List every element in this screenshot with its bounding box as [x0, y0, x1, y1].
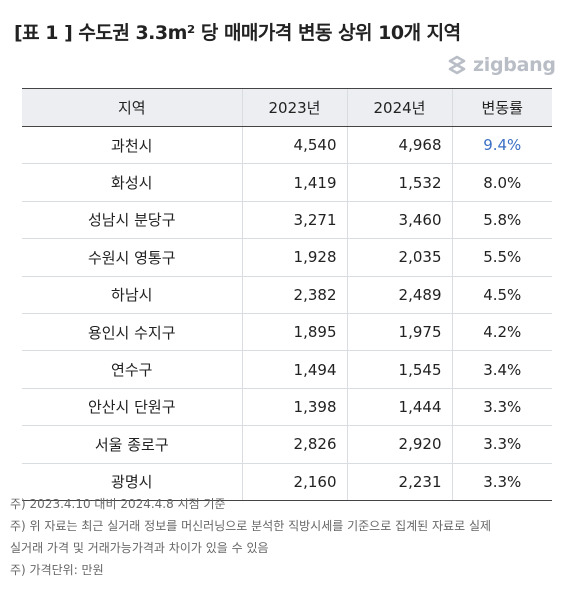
zigbang-logo: zigbang — [446, 54, 556, 76]
region-cell: 하남시 — [22, 276, 242, 314]
price-2024-cell: 2,920 — [346, 425, 452, 464]
price-2023-cell: 1,928 — [241, 238, 347, 277]
table-row: 하남시 2,382 2,489 4.5% — [22, 276, 552, 314]
table-row: 연수구 1,494 1,545 3.4% — [22, 350, 552, 389]
region-cell: 용인시 수지구 — [22, 313, 242, 352]
table-body: 과천시 4,540 4,968 9.4% 화성시 1,419 1,532 8.0% 성남시 분당… — [22, 126, 552, 501]
price-2024-cell: 1,444 — [346, 388, 452, 427]
region-cell: 안산시 단원구 — [22, 388, 242, 427]
price-2024-cell: 2,489 — [346, 276, 452, 314]
table-row: 용인시 수지구 1,895 1,975 4.2% — [22, 313, 552, 352]
region-cell: 과천시 — [22, 126, 242, 165]
price-2023-cell: 1,895 — [241, 313, 347, 352]
rate-cell: 5.5% — [451, 238, 552, 277]
price-2023-cell: 1,419 — [241, 163, 347, 202]
price-2024-cell: 2,231 — [346, 463, 452, 501]
rate-cell: 3.3% — [451, 388, 552, 427]
price-2023-cell: 1,494 — [241, 350, 347, 389]
rate-cell: 5.8% — [451, 201, 552, 240]
header-2024: 2024년 — [346, 88, 452, 127]
price-2023-cell: 4,540 — [241, 126, 347, 165]
price-2023-cell: 3,271 — [241, 201, 347, 240]
page-title: [표 1 ] 수도권 3.3m² 당 매매가격 변동 상위 10개 지역 — [14, 22, 461, 44]
price-2023-cell: 2,826 — [241, 425, 347, 464]
price-2024-cell: 3,460 — [346, 201, 452, 240]
region-cell: 화성시 — [22, 163, 242, 202]
table-row: 수원시 영통구 1,928 2,035 5.5% — [22, 238, 552, 277]
zigbang-logo-icon — [448, 55, 466, 75]
price-2023-cell: 1,398 — [241, 388, 347, 427]
rate-cell: 4.2% — [451, 313, 552, 352]
region-cell: 수원시 영통구 — [22, 238, 242, 277]
price-2024-cell: 2,035 — [346, 238, 452, 277]
price-2024-cell: 1,975 — [346, 313, 452, 352]
price-2024-cell: 4,968 — [346, 126, 452, 165]
header-2023: 2023년 — [241, 88, 347, 127]
table-row: 서울 종로구 2,826 2,920 3.3% — [22, 425, 552, 464]
table-row: 안산시 단원구 1,398 1,444 3.3% — [22, 388, 552, 427]
price-change-table: 지역 2023년 2024년 변동률 과천시 4,540 4,968 9.4% 화성시 1… — [22, 88, 552, 501]
price-2024-cell: 1,545 — [346, 350, 452, 389]
rate-cell: 3.3% — [451, 425, 552, 464]
price-2023-cell: 2,382 — [241, 276, 347, 314]
rate-cell: 3.4% — [451, 350, 552, 389]
rate-cell: 3.3% — [451, 463, 552, 501]
region-cell: 광명시 — [22, 463, 242, 501]
table-row: 광명시 2,160 2,231 3.3% — [22, 463, 552, 501]
region-cell: 서울 종로구 — [22, 425, 242, 464]
price-2023-cell: 2,160 — [241, 463, 347, 501]
header-rate: 변동률 — [451, 88, 552, 127]
rate-cell: 9.4% — [451, 126, 552, 165]
logo-text: zigbang — [473, 54, 556, 76]
rate-cell: 4.5% — [451, 276, 552, 314]
header-region: 지역 — [22, 88, 242, 127]
table-header-row: 지역 2023년 2024년 변동률 — [22, 88, 552, 127]
footnote: 주) 가격단위: 만원 — [10, 563, 104, 577]
region-cell: 연수구 — [22, 350, 242, 389]
footnote: 실거래 가격 및 거래가능가격과 차이가 있을 수 있음 — [10, 541, 269, 555]
footnotes: 주) 2023.4.10 대비 2024.4.8 시점 기준 주) 위 자료는 … — [10, 493, 491, 581]
table-row: 과천시 4,540 4,968 9.4% — [22, 126, 552, 165]
region-cell: 성남시 분당구 — [22, 201, 242, 240]
table-row: 화성시 1,419 1,532 8.0% — [22, 163, 552, 202]
footnote: 주) 위 자료는 최근 실거래 정보를 머신러닝으로 분석한 직방시세를 기준으… — [10, 519, 492, 533]
table-row: 성남시 분당구 3,271 3,460 5.8% — [22, 201, 552, 240]
rate-cell: 8.0% — [451, 163, 552, 202]
footnote: 주) 2023.4.10 대비 2024.4.8 시점 기준 — [10, 497, 226, 511]
price-2024-cell: 1,532 — [346, 163, 452, 202]
